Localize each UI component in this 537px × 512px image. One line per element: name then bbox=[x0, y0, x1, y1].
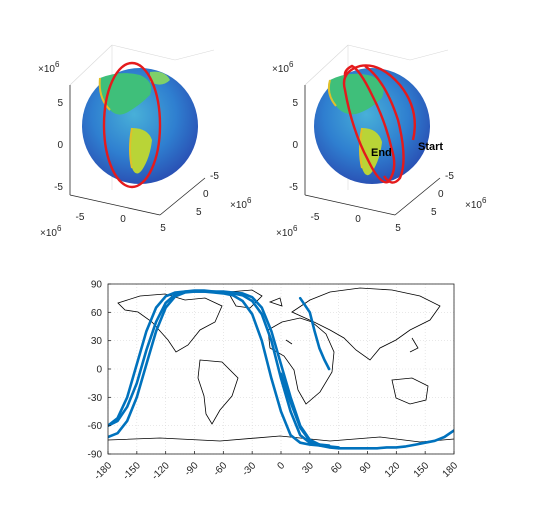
y-tick-label-3: 0 bbox=[96, 365, 102, 376]
z-exponent-left: ×106 bbox=[38, 60, 60, 75]
orbit-path-right-a bbox=[342, 64, 417, 184]
y-tick-label-2: 30 bbox=[91, 336, 103, 347]
annotation-end: End bbox=[371, 147, 392, 159]
z-tick-left-0: 5 bbox=[57, 98, 63, 109]
x-tick-label-4: -60 bbox=[211, 460, 229, 478]
continent-north-america-right bbox=[328, 73, 384, 115]
orbit-path-left bbox=[102, 61, 162, 189]
y-axis-ticks: 90 60 30 0 -30 -60 -90 bbox=[88, 280, 111, 461]
y-exponent-left: ×106 bbox=[230, 196, 252, 211]
coastline-left bbox=[98, 77, 133, 169]
x-exponent-left: ×106 bbox=[40, 224, 62, 239]
continent-greenland-left bbox=[150, 71, 170, 85]
ground-track-plot: 90 60 30 0 -30 -60 -90 -180 -150 -120 -90 -60 -30 0 3… bbox=[88, 280, 461, 483]
coastline-right bbox=[327, 79, 363, 169]
continent-north-america-left bbox=[99, 73, 152, 115]
z-tick-left-1: 0 bbox=[57, 140, 63, 151]
x-tick-left-0: -5 bbox=[76, 212, 85, 223]
x-tick-label-6: 0 bbox=[275, 460, 287, 472]
x-tick-left-2: 5 bbox=[160, 223, 166, 234]
y-tick-label-0: 90 bbox=[91, 280, 103, 291]
continent-south-america-right bbox=[360, 128, 382, 176]
y-tick-right-2: 5 bbox=[431, 207, 437, 218]
y-exponent-right: ×106 bbox=[465, 196, 487, 211]
z-tick-left-2: -5 bbox=[54, 182, 63, 193]
y-tick-label-1: 60 bbox=[91, 308, 103, 319]
x-axis-ticks: -180 -150 -120 -90 -60 -30 0 30 60 90 120 150 180 bbox=[92, 451, 460, 482]
x-tick-label-10: 120 bbox=[383, 460, 403, 480]
coast-europe-africa bbox=[267, 317, 335, 405]
coast-south-america bbox=[197, 359, 239, 425]
coast-islands bbox=[268, 297, 419, 353]
track-series-3 bbox=[279, 372, 454, 450]
ground-track-series bbox=[108, 289, 454, 450]
globe-plot-left: 5 0 -5 ×106 -5 0 5 ×106 -5 0 5 ×106 bbox=[38, 44, 252, 239]
z-exponent-right: ×106 bbox=[272, 60, 294, 75]
y-tick-left-2: 5 bbox=[196, 207, 202, 218]
x-tick-label-7: 30 bbox=[300, 460, 316, 476]
x-tick-label-5: -30 bbox=[240, 460, 258, 478]
x-tick-label-3: -90 bbox=[183, 460, 201, 478]
z-tick-right-2: -5 bbox=[289, 182, 298, 193]
y-tick-right-1: 0 bbox=[438, 189, 444, 200]
y-tick-label-6: -90 bbox=[88, 450, 103, 461]
x-tick-right-2: 5 bbox=[395, 223, 401, 234]
orbit-path-right-b bbox=[364, 65, 405, 184]
y-tick-left-1: 0 bbox=[203, 189, 209, 200]
x-exponent-right: ×106 bbox=[276, 224, 298, 239]
continent-south-america-left bbox=[130, 128, 152, 174]
coast-australia bbox=[391, 377, 429, 405]
coast-eurasia bbox=[291, 287, 441, 361]
z-tick-right-1: 0 bbox=[292, 140, 298, 151]
x-tick-right-1: 0 bbox=[355, 214, 361, 225]
x-tick-label-11: 150 bbox=[412, 460, 432, 480]
z-tick-right-0: 5 bbox=[292, 98, 298, 109]
globe-plot-right: End Start 5 0 -5 ×106 -5 0 5 ×106 -5 0 5… bbox=[272, 44, 487, 239]
x-tick-label-1: -150 bbox=[121, 460, 143, 482]
y-tick-label-5: -60 bbox=[88, 421, 103, 432]
x-tick-label-12: 180 bbox=[441, 460, 461, 480]
y-tick-left-0: -5 bbox=[210, 171, 219, 182]
x-tick-label-2: -120 bbox=[150, 460, 172, 482]
y-tick-label-4: -30 bbox=[88, 393, 103, 404]
x-tick-left-1: 0 bbox=[120, 214, 126, 225]
track-series-4 bbox=[298, 296, 331, 371]
annotation-start: Start bbox=[418, 141, 443, 153]
x-tick-label-8: 60 bbox=[329, 460, 345, 476]
x-tick-label-0: -180 bbox=[92, 460, 114, 482]
y-tick-right-0: -5 bbox=[445, 171, 454, 182]
x-tick-right-0: -5 bbox=[311, 212, 320, 223]
x-tick-label-9: 90 bbox=[358, 460, 374, 476]
